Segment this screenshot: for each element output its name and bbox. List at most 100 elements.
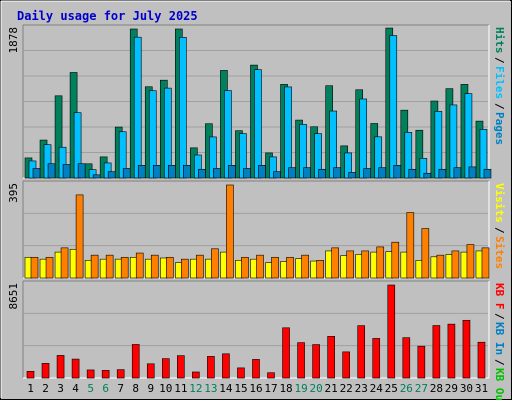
bar-files-day-28 <box>434 111 443 179</box>
x-tick-label-day-27: 27 <box>415 382 428 395</box>
x-tick-label-day-21: 21 <box>325 382 338 395</box>
bar-pages-day-10 <box>167 165 176 179</box>
x-tick-label-day-14: 14 <box>219 382 233 395</box>
bar-sites-day-31 <box>481 247 490 279</box>
bar-sites-day-20 <box>316 260 324 279</box>
bar-kb-f-day-31 <box>477 341 486 379</box>
bar-files-day-23 <box>359 98 368 179</box>
bar-kb-f-day-8 <box>131 344 140 379</box>
bar-pages-day-6 <box>107 171 116 179</box>
legend-sites: Sites <box>493 236 506 269</box>
bar-pages-day-8 <box>137 165 146 179</box>
bar-sites-day-4 <box>75 194 84 279</box>
bar-kb-f-day-12 <box>192 371 200 379</box>
bar-kb-f-day-20 <box>312 344 320 379</box>
bar-pages-day-12 <box>198 168 206 179</box>
bar-pages-day-9 <box>152 165 161 179</box>
bar-sites-day-10 <box>165 256 174 279</box>
bar-pages-day-26 <box>408 168 417 179</box>
x-tick-label-day-9: 9 <box>147 382 154 395</box>
bar-files-day-3 <box>58 146 67 179</box>
bar-pages-day-28 <box>438 168 447 179</box>
bar-kb-f-day-30 <box>462 319 471 379</box>
bar-files-day-17 <box>269 156 277 179</box>
bar-pages-day-30 <box>468 166 477 179</box>
legend-kb-in: KB In <box>493 322 506 355</box>
x-tick-label-day-29: 29 <box>445 382 458 395</box>
bar-files-day-30 <box>464 93 473 179</box>
bar-pages-day-27 <box>423 172 432 179</box>
bar-files-day-16 <box>254 69 262 179</box>
x-tick-label-day-12: 12 <box>189 382 202 395</box>
bar-kb-f-day-27 <box>417 345 426 379</box>
bar-sites-day-16 <box>256 254 264 279</box>
bar-kb-f-day-25 <box>387 284 396 379</box>
bar-files-day-24 <box>374 136 383 179</box>
y-max-label-middle: 395 <box>7 183 20 203</box>
x-tick-label-day-26: 26 <box>400 382 413 395</box>
bar-kb-f-day-15 <box>237 367 245 379</box>
bar-kb-f-day-22 <box>342 351 350 379</box>
bar-sites-day-28 <box>436 254 445 279</box>
bar-files-day-4 <box>73 112 82 179</box>
bar-files-day-10 <box>163 87 172 179</box>
bar-files-day-15 <box>239 133 247 179</box>
bar-files-day-6 <box>103 162 112 179</box>
legend-kb-f: KB F <box>493 283 506 310</box>
bar-sites-day-7 <box>120 256 129 279</box>
bar-files-day-27 <box>419 158 428 179</box>
bar-pages-day-7 <box>122 168 131 179</box>
bar-files-day-19 <box>299 124 307 179</box>
bar-files-day-25 <box>389 35 398 179</box>
bar-sites-day-3 <box>60 247 69 279</box>
bar-sites-day-17 <box>271 256 279 279</box>
legend-separator: / <box>493 103 506 110</box>
bar-kb-f-day-2 <box>41 363 50 379</box>
x-tick-label-day-10: 10 <box>159 382 172 395</box>
x-tick-label-day-3: 3 <box>57 382 64 395</box>
legend-kb-out: KB Out <box>493 368 506 400</box>
bar-files-day-5 <box>88 169 97 179</box>
bar-sites-day-19 <box>301 254 309 279</box>
bar-files-day-8 <box>133 36 142 179</box>
bar-files-day-12 <box>194 154 202 179</box>
bar-pages-day-5 <box>92 174 101 179</box>
bar-sites-day-11 <box>181 258 189 279</box>
bar-pages-day-17 <box>273 171 281 179</box>
bar-kb-f-day-17 <box>267 372 275 379</box>
bar-sites-day-21 <box>331 247 339 279</box>
bar-sites-day-13 <box>211 248 219 279</box>
x-tick-label-day-16: 16 <box>249 382 262 395</box>
bar-pages-day-13 <box>213 168 221 179</box>
bar-sites-day-18 <box>286 256 294 279</box>
legend-separator: / <box>493 313 506 320</box>
bar-kb-f-day-21 <box>327 335 335 379</box>
bar-sites-day-6 <box>105 254 114 279</box>
bar-files-day-11 <box>179 37 187 179</box>
bar-pages-day-11 <box>183 165 191 179</box>
bar-kb-f-day-24 <box>372 338 381 379</box>
bar-sites-day-12 <box>196 254 204 279</box>
x-tick-label-day-17: 17 <box>264 382 277 395</box>
chart-title: Daily usage for July 2025 <box>17 9 198 23</box>
x-tick-label-day-25: 25 <box>385 382 398 395</box>
bar-kb-f-day-11 <box>177 355 185 379</box>
bar-kb-f-day-5 <box>86 369 95 379</box>
bar-kb-f-day-10 <box>161 358 170 379</box>
x-tick-label-day-1: 1 <box>27 382 34 395</box>
bar-sites-day-2 <box>45 256 54 279</box>
bar-kb-f-day-6 <box>101 370 110 379</box>
bar-sites-day-14 <box>226 184 234 279</box>
bar-kb-f-day-19 <box>297 342 305 379</box>
bar-pages-day-22 <box>348 172 356 179</box>
bar-pages-day-1 <box>32 168 41 179</box>
bar-hits-day-3 <box>54 95 63 179</box>
legend-hits: Hits <box>493 27 506 54</box>
x-tick-label-day-18: 18 <box>279 382 292 395</box>
bar-pages-day-23 <box>363 168 372 179</box>
bar-kb-f-day-3 <box>56 355 65 379</box>
legend-separator: / <box>493 359 506 366</box>
bar-sites-day-1 <box>30 256 39 279</box>
bar-pages-day-24 <box>378 167 387 179</box>
